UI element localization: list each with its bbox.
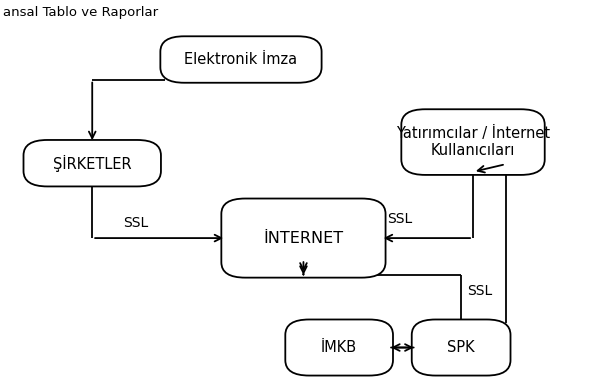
Text: SSL: SSL xyxy=(467,284,492,298)
Text: SSL: SSL xyxy=(123,216,148,230)
Text: İMKB: İMKB xyxy=(321,340,357,355)
Text: SPK: SPK xyxy=(447,340,475,355)
FancyBboxPatch shape xyxy=(401,109,545,175)
Text: İNTERNET: İNTERNET xyxy=(264,230,343,246)
Text: Elektronik İmza: Elektronik İmza xyxy=(184,52,298,67)
FancyBboxPatch shape xyxy=(285,319,393,376)
FancyBboxPatch shape xyxy=(221,199,386,278)
FancyBboxPatch shape xyxy=(24,140,161,187)
FancyBboxPatch shape xyxy=(161,36,321,83)
Text: ansal Tablo ve Raporlar: ansal Tablo ve Raporlar xyxy=(3,6,158,19)
Text: SSL: SSL xyxy=(387,212,412,226)
Text: Yatırımcılar / İnternet
Kullanıcıları: Yatırımcılar / İnternet Kullanıcıları xyxy=(396,126,550,158)
FancyBboxPatch shape xyxy=(412,319,511,376)
Text: ŞİRKETLER: ŞİRKETLER xyxy=(53,155,131,172)
